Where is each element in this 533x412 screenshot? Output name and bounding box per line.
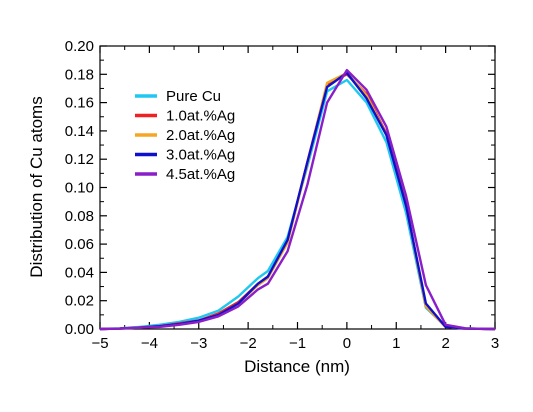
legend: Pure Cu 1.0at.%Ag 2.0at.%Ag 3.0at.%Ag 4.5at.… (135, 88, 235, 183)
x-tick-label: 3 (491, 335, 499, 352)
y-tick-label: 0.08 (65, 208, 94, 225)
y-tick-label: 0.16 (65, 95, 94, 112)
x-tick-label: −4 (141, 335, 158, 352)
y-tick-label: 0.10 (65, 180, 94, 197)
legend-label: 2.0at.%Ag (166, 127, 235, 144)
x-tick-label: 1 (392, 335, 400, 352)
legend-label: 1.0at.%Ag (166, 108, 235, 125)
plot-area (99, 45, 496, 330)
y-tick-label: 0.20 (65, 38, 94, 55)
x-tick-label: 0 (343, 335, 351, 352)
legend-label: 4.5at.%Ag (166, 166, 235, 183)
x-tick-label: −1 (289, 335, 306, 352)
y-axis: 0.00 0.02 0.04 0.06 0.08 0.10 0.12 0.14 0.16 0.18… (65, 38, 495, 338)
series-lines (99, 68, 496, 331)
y-tick-label: 0.02 (65, 293, 94, 310)
y-tick-label: 0.12 (65, 151, 94, 168)
y-tick-label: 0.00 (65, 321, 94, 338)
y-tick-label: 0.06 (65, 236, 94, 253)
y-tick-label: 0.14 (65, 123, 94, 140)
y-tick-label: 0.18 (65, 66, 94, 83)
x-tick-label: −2 (240, 335, 257, 352)
x-tick-label: −3 (190, 335, 207, 352)
x-tick-label: −5 (91, 335, 108, 352)
x-axis-label: Distance (nm) (244, 357, 350, 376)
y-tick-label: 0.04 (65, 264, 94, 281)
legend-label: Pure Cu (166, 88, 221, 105)
x-tick-label: 2 (441, 335, 449, 352)
legend-label: 3.0at.%Ag (166, 147, 235, 164)
y-axis-label: Distribution of Cu atoms (27, 96, 46, 277)
series-line-5 (99, 68, 496, 331)
